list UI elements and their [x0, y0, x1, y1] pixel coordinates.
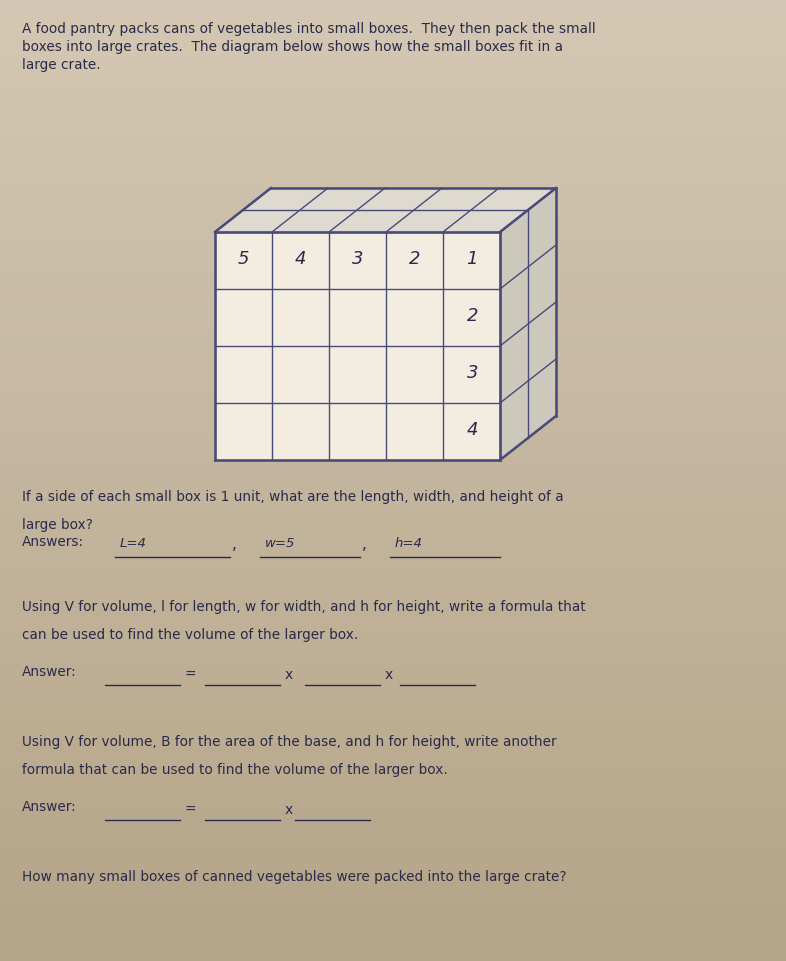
Text: h=4: h=4: [395, 537, 423, 550]
Text: can be used to find the volume of the larger box.: can be used to find the volume of the la…: [22, 628, 358, 642]
Text: =: =: [185, 668, 196, 682]
Text: 2: 2: [409, 251, 421, 268]
Text: L=4: L=4: [120, 537, 147, 550]
Text: large box?: large box?: [22, 518, 93, 532]
Text: If a side of each small box is 1 unit, what are the length, width, and height of: If a side of each small box is 1 unit, w…: [22, 490, 564, 504]
Text: Answer:: Answer:: [22, 800, 77, 814]
Text: 4: 4: [295, 251, 307, 268]
Text: 3: 3: [467, 364, 479, 382]
Text: x: x: [285, 668, 293, 682]
Polygon shape: [500, 188, 556, 460]
Text: ,: ,: [362, 537, 367, 552]
Text: How many small boxes of canned vegetables were packed into the large crate?: How many small boxes of canned vegetable…: [22, 870, 567, 884]
Text: boxes into large crates.  The diagram below shows how the small boxes fit in a: boxes into large crates. The diagram bel…: [22, 40, 563, 54]
Bar: [215, 232, 500, 460]
Text: Using V for volume, l for length, w for width, and h for height, write a formula: Using V for volume, l for length, w for …: [22, 600, 586, 614]
Text: Answers:: Answers:: [22, 535, 84, 549]
Text: w=5: w=5: [265, 537, 296, 550]
Text: 4: 4: [467, 421, 479, 439]
Text: x: x: [385, 668, 393, 682]
Text: large crate.: large crate.: [22, 58, 101, 72]
Text: Using V for volume, B for the area of the base, and h for height, write another: Using V for volume, B for the area of th…: [22, 735, 556, 749]
Text: ,: ,: [232, 537, 237, 552]
Text: Answer:: Answer:: [22, 665, 77, 679]
Text: 3: 3: [352, 251, 363, 268]
Polygon shape: [215, 188, 556, 232]
Text: 1: 1: [466, 251, 477, 268]
Text: 2: 2: [467, 308, 479, 326]
Text: x: x: [285, 803, 293, 817]
Text: formula that can be used to find the volume of the larger box.: formula that can be used to find the vol…: [22, 763, 448, 777]
Text: 5: 5: [237, 251, 249, 268]
Text: A food pantry packs cans of vegetables into small boxes.  They then pack the sma: A food pantry packs cans of vegetables i…: [22, 22, 596, 36]
Text: =: =: [185, 803, 196, 817]
